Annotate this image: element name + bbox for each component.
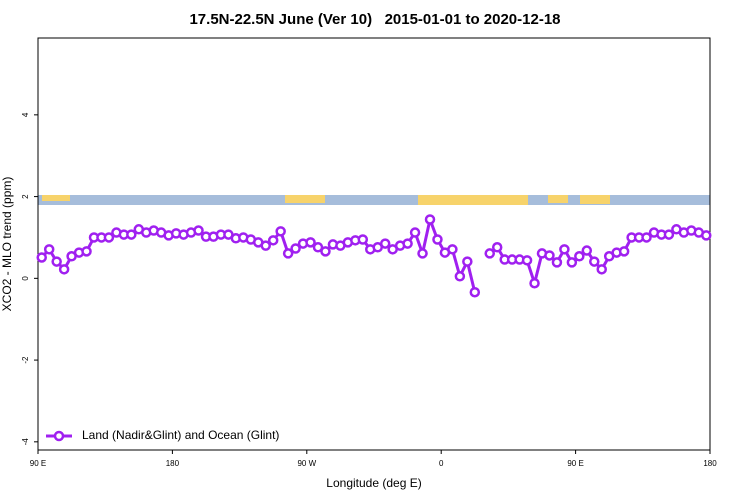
data-point (521, 255, 533, 266)
data-point (559, 244, 570, 255)
data-point (574, 251, 585, 262)
data-point (454, 271, 466, 282)
x-tick-label: 90 W (297, 459, 316, 468)
land-patch (580, 195, 610, 204)
land-patch (548, 195, 568, 203)
data-point (402, 238, 413, 249)
data-point (589, 256, 600, 267)
data-point (103, 232, 115, 243)
data-point (566, 257, 578, 268)
data-point (544, 250, 555, 261)
plot-frame (37, 37, 711, 451)
data-point (43, 244, 55, 255)
data-point (529, 277, 540, 289)
data-point (320, 246, 331, 257)
data-point (701, 230, 712, 241)
data-point (469, 286, 481, 298)
data-point (36, 252, 47, 263)
data-point (357, 234, 369, 245)
x-tick-label: 180 (703, 459, 717, 468)
x-tick-label: 90 E (567, 459, 583, 468)
data-point (551, 257, 563, 268)
y-tick-label: 2 (21, 194, 30, 199)
y-tick-label: 4 (21, 112, 30, 117)
ocean-band (38, 195, 710, 205)
data-point (596, 264, 607, 275)
y-axis-title: XCO2 - MLO trend (ppm) (0, 177, 14, 312)
data-point (305, 237, 316, 248)
land-patch (418, 195, 528, 205)
y-tick-label: 0 (21, 276, 30, 281)
data-point (618, 246, 630, 257)
data-point (275, 226, 286, 237)
x-tick-label: 90 E (30, 459, 46, 468)
data-point (282, 248, 294, 259)
data-point (417, 248, 428, 259)
legend-marker (53, 430, 65, 442)
legend-label: Land (Nadir&Glint) and Ocean (Glint) (82, 428, 279, 442)
data-point (126, 229, 137, 240)
data-point (484, 248, 495, 259)
data-point (581, 245, 593, 256)
x-tick-label: 0 (439, 459, 444, 468)
x-axis-title: Longitude (deg E) (326, 476, 421, 490)
data-point (409, 227, 421, 238)
data-point (51, 256, 62, 267)
data-point (267, 235, 279, 246)
data-point (81, 246, 92, 257)
data-point (290, 243, 301, 254)
x-tick-label: 180 (166, 459, 180, 468)
chart-title: 17.5N-22.5N June (Ver 10) 2015-01-01 to … (189, 11, 560, 28)
data-point (447, 244, 458, 255)
data-point (58, 264, 70, 275)
y-tick-label: -2 (21, 356, 30, 364)
data-point (491, 242, 503, 253)
data-point (193, 225, 204, 236)
land-patch (285, 195, 325, 203)
land-patch (42, 195, 70, 201)
data-point (379, 238, 391, 249)
land-ocean-strip (38, 195, 710, 205)
data-point (432, 234, 443, 245)
data-point (462, 256, 473, 267)
y-tick-label: -4 (21, 438, 30, 446)
data-point (424, 214, 436, 225)
data-point (663, 229, 675, 240)
data-point (641, 232, 652, 243)
data-point (312, 242, 324, 253)
data-point (260, 240, 271, 251)
